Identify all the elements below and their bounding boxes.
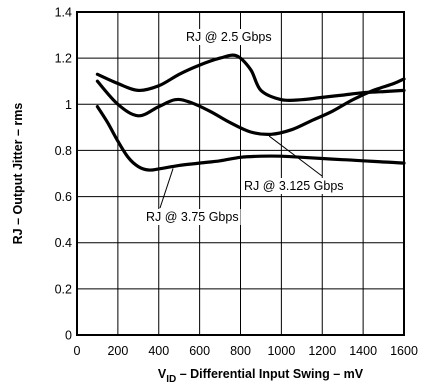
y-axis-label: RJ – Output Jitter – rms — [11, 103, 25, 245]
x-tick-label: 600 — [189, 344, 210, 358]
series-lines — [95, 53, 406, 172]
annotation-background — [144, 209, 241, 225]
series-annotation: RJ @ 3.125 Gbps — [244, 179, 344, 193]
x-axis-label-prefix: V — [158, 367, 167, 381]
series-line — [95, 105, 406, 172]
y-tick-label: 1.2 — [55, 52, 72, 66]
x-tick-label: 1400 — [349, 344, 377, 358]
x-axis-label-rest: – Differential Input Swing – mV — [176, 367, 363, 381]
x-tick-label: 1600 — [390, 344, 418, 358]
y-tick-labels: 0 0.2 0.4 0.6 0.8 1 1.2 1.4 — [55, 6, 72, 343]
annotation-leader — [159, 168, 174, 209]
series-line — [95, 53, 406, 103]
x-tick-labels: 0 200 400 600 800 1000 1200 1400 1600 — [74, 344, 418, 358]
x-tick-label: 800 — [230, 344, 251, 358]
y-tick-label: 0.6 — [55, 190, 72, 204]
x-tick-label: 400 — [148, 344, 169, 358]
y-tick-label: 0 — [65, 329, 72, 343]
y-tick-label: 0.4 — [55, 236, 72, 250]
annotation-leader — [268, 135, 323, 177]
annotation-background — [184, 29, 274, 45]
x-tick-label: 1000 — [267, 344, 295, 358]
series-annotation: RJ @ 3.75 Gbps — [146, 210, 239, 224]
grid — [76, 11, 405, 336]
y-tick-label: 0.2 — [55, 282, 72, 296]
series-line — [95, 77, 406, 136]
x-tick-label: 0 — [74, 344, 81, 358]
plot-frame — [76, 11, 405, 336]
y-tick-label: 1.4 — [55, 6, 72, 20]
x-axis-label: VID – Differential Input Swing – mV — [158, 367, 364, 385]
y-tick-label: 1 — [65, 98, 72, 112]
x-tick-label: 200 — [107, 344, 128, 358]
series-annotation: RJ @ 2.5 Gbps — [186, 30, 272, 44]
annotation-background — [242, 178, 346, 194]
x-axis-label-subscript: ID — [166, 374, 176, 385]
y-tick-label: 0.8 — [55, 144, 72, 158]
x-tick-label: 1200 — [308, 344, 336, 358]
annotations: RJ @ 2.5 Gbps RJ @ 3.125 Gbps RJ @ 3.75 Gb… — [144, 29, 346, 225]
